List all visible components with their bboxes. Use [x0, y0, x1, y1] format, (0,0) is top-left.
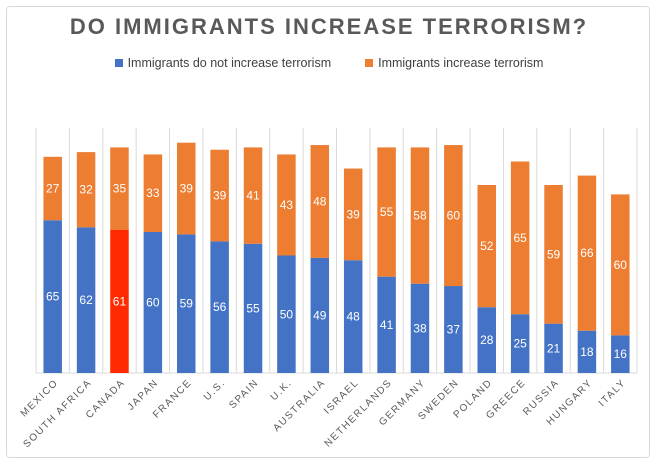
- data-label: 21: [547, 341, 561, 355]
- bar-increase-italy: [611, 194, 630, 336]
- data-label: 61: [113, 294, 127, 308]
- bar-increase-us: [210, 149, 229, 242]
- legend-swatch-orange: [365, 59, 374, 67]
- data-label: 39: [213, 189, 227, 203]
- data-label: 60: [614, 258, 628, 272]
- bar-increase-japan: [143, 154, 163, 232]
- x-tick-label: SPAIN: [227, 377, 261, 411]
- chart-title: DO IMMIGRANTS INCREASE TERRORISM?: [69, 14, 589, 39]
- data-label: 41: [246, 189, 260, 203]
- bar-increase-canada: [110, 147, 129, 230]
- data-label: 50: [280, 307, 294, 321]
- data-label: 37: [447, 323, 461, 337]
- bar-increase-russia: [544, 185, 563, 324]
- bar-not-increase-uk: [277, 255, 296, 373]
- bar-not-increase-germany: [410, 283, 430, 373]
- data-label: 41: [380, 318, 394, 332]
- bar-not-increase-canada: [110, 229, 129, 373]
- legend-label: Immigrants increase terrorism: [378, 56, 544, 70]
- bar-not-increase-russia: [544, 323, 563, 373]
- bar-not-increase-spain: [243, 243, 263, 373]
- bar-increase-sweden: [444, 145, 463, 287]
- data-label: 28: [480, 333, 494, 347]
- bar-increase-germany: [410, 147, 430, 284]
- bar-not-increase-southafrica: [76, 227, 96, 373]
- legend-item-increase: Immigrants increase terrorism: [365, 56, 543, 70]
- bar-increase-hungary: [577, 175, 597, 331]
- bar-increase-spain: [243, 147, 263, 244]
- chart-frame: [6, 6, 650, 458]
- bar-not-increase-italy: [611, 335, 630, 373]
- legend-swatch-blue: [114, 59, 123, 67]
- bar-increase-uk: [277, 154, 296, 256]
- bar-increase-netherlands: [377, 147, 396, 277]
- bar-increase-greece: [510, 161, 530, 315]
- bar-not-increase-israel: [343, 260, 363, 373]
- bar-not-increase-poland: [477, 307, 496, 373]
- data-label: 39: [347, 207, 361, 221]
- data-label: 16: [614, 347, 628, 361]
- data-label: 33: [146, 186, 160, 200]
- bar-increase-southafrica: [76, 152, 96, 228]
- data-label: 27: [46, 182, 60, 196]
- bar-not-increase-netherlands: [377, 276, 396, 373]
- data-label: 39: [180, 182, 194, 196]
- data-label: 65: [46, 290, 60, 304]
- x-tick-label: ITALY: [597, 377, 629, 409]
- data-label: 58: [413, 209, 427, 223]
- bar-not-increase-australia: [310, 257, 330, 373]
- data-label: 55: [380, 205, 394, 219]
- bar-increase-france: [177, 142, 196, 235]
- data-label: 18: [580, 345, 594, 359]
- data-label: 38: [413, 321, 427, 335]
- data-label: 25: [513, 337, 527, 351]
- bar-increase-mexico: [43, 156, 62, 221]
- data-label: 66: [580, 246, 594, 260]
- bar-increase-australia: [310, 145, 330, 258]
- legend-item-not-increase: Immigrants do not increase terrorism: [114, 56, 332, 70]
- legend-label: Immigrants do not increase terrorism: [127, 56, 332, 70]
- bar-increase-israel: [343, 168, 363, 261]
- bar-not-increase-hungary: [577, 330, 597, 373]
- x-tick-label: U.K.: [269, 377, 295, 403]
- data-label: 55: [246, 301, 260, 315]
- x-tick-label: U.S.: [202, 377, 228, 403]
- bar-not-increase-greece: [510, 314, 530, 373]
- data-label: 52: [480, 239, 494, 253]
- data-label: 35: [113, 182, 127, 196]
- data-label: 60: [146, 296, 160, 310]
- data-label: 59: [180, 297, 194, 311]
- data-label: 48: [347, 310, 361, 324]
- data-label: 56: [213, 300, 227, 314]
- bar-not-increase-mexico: [43, 220, 62, 373]
- legend: Immigrants do not increase terrorism Imm…: [0, 56, 658, 70]
- data-label: 48: [313, 194, 327, 208]
- bar-increase-poland: [477, 185, 496, 308]
- data-label: 43: [280, 198, 294, 212]
- data-label: 32: [79, 183, 93, 197]
- bar-not-increase-france: [177, 234, 196, 373]
- data-label: 60: [447, 209, 461, 223]
- bar-not-increase-japan: [143, 232, 163, 373]
- data-label: 49: [313, 308, 327, 322]
- bar-not-increase-us: [210, 241, 229, 373]
- data-label: 59: [547, 247, 561, 261]
- data-label: 65: [513, 231, 527, 245]
- data-label: 62: [79, 293, 93, 307]
- bar-not-increase-sweden: [444, 286, 463, 373]
